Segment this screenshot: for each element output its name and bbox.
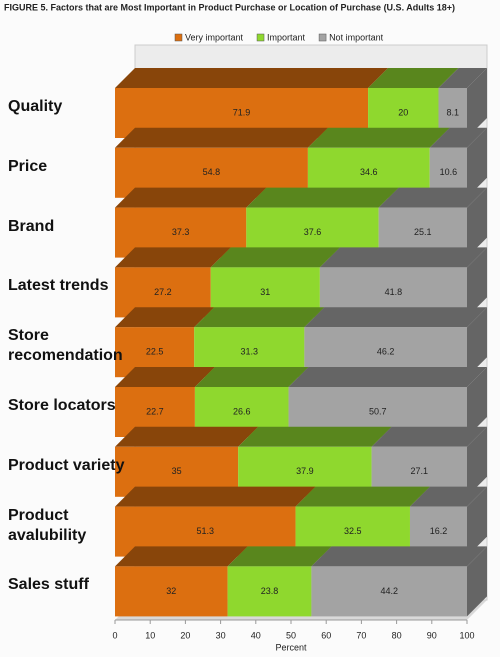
bar-side: [467, 187, 487, 258]
bar-top: [288, 367, 487, 387]
bar-top: [304, 307, 487, 328]
value-label: 23.8: [261, 586, 279, 596]
bar-top: [319, 247, 487, 268]
bar-side: [467, 367, 487, 437]
bar-top: [227, 546, 332, 567]
bar-top: [115, 68, 389, 88]
value-label: 35: [172, 466, 182, 476]
bar-top: [210, 247, 340, 268]
bar-top: [115, 187, 267, 208]
bar: [227, 566, 312, 617]
x-tick-label: 20: [180, 630, 190, 640]
bar-side: [467, 307, 487, 378]
value-label: 37.9: [296, 466, 314, 476]
bar-top: [438, 68, 487, 88]
value-label: 32.5: [344, 526, 362, 536]
value-label: 31.3: [241, 347, 259, 357]
category-label: Quality: [8, 98, 63, 115]
x-tick-label: 40: [251, 630, 261, 640]
value-label: 44.2: [380, 586, 398, 596]
bar: [311, 566, 467, 617]
bar-top: [368, 68, 459, 88]
value-label: 54.8: [203, 167, 221, 177]
bar-side: [467, 486, 487, 557]
legend-swatch: [318, 33, 327, 42]
x-tick-label: 80: [392, 630, 402, 640]
bar-top: [115, 127, 328, 148]
value-label: 27.1: [411, 466, 429, 476]
bar-top: [378, 187, 487, 208]
category-label: Brand: [8, 217, 55, 235]
value-label: 25.1: [414, 227, 432, 237]
legend-label: Important: [267, 32, 306, 42]
x-axis-label: Percent: [275, 642, 307, 652]
bar-top: [371, 426, 487, 447]
value-label: 31: [260, 287, 270, 297]
bar-side: [467, 68, 487, 138]
value-label: 22.7: [146, 406, 164, 416]
bar-side: [467, 127, 487, 198]
x-tick-label: 0: [112, 630, 117, 640]
category-label: Product variety: [8, 456, 125, 474]
value-label: 22.5: [146, 347, 164, 357]
bar-top: [115, 486, 316, 507]
value-label: 37.3: [172, 227, 190, 237]
value-label: 27.2: [154, 287, 172, 297]
bar-top: [295, 486, 430, 507]
bar-top: [115, 426, 259, 447]
chart-title: FIGURE 5. Factors that are Most Importan…: [4, 2, 455, 12]
value-label: 10.6: [440, 167, 458, 177]
bar-top: [194, 307, 325, 328]
bar-top: [115, 247, 231, 268]
value-label: 32: [166, 586, 176, 596]
category-label: Store locators: [8, 397, 116, 414]
value-label: 20: [398, 107, 408, 117]
value-label: 41.8: [385, 287, 403, 297]
value-label: 8.1: [446, 107, 459, 117]
bar-side: [467, 247, 487, 318]
value-label: 71.9: [233, 107, 251, 117]
value-label: 46.2: [377, 347, 395, 357]
legend-label: Not important: [329, 32, 384, 42]
bar-side: [467, 426, 487, 497]
value-label: 50.7: [369, 406, 387, 416]
category-label: Product avalubility: [8, 506, 87, 544]
value-label: 51.3: [197, 526, 215, 536]
bar-top: [307, 127, 450, 148]
value-label: 37.6: [304, 227, 322, 237]
bar-top: [429, 127, 487, 148]
x-tick-label: 30: [216, 630, 226, 640]
x-tick-label: 60: [321, 630, 331, 640]
bar-top: [409, 486, 487, 507]
x-tick-label: 90: [427, 630, 437, 640]
bar: [115, 566, 228, 617]
bar-top: [115, 367, 215, 387]
bar-top: [311, 546, 487, 567]
bar-side: [467, 546, 487, 617]
value-label: 34.6: [360, 167, 378, 177]
bar-top: [115, 546, 248, 567]
x-tick-label: 50: [286, 630, 296, 640]
x-tick-label: 70: [356, 630, 366, 640]
category-label: Price: [8, 157, 48, 175]
bar-top: [115, 307, 215, 328]
bar-top: [194, 367, 309, 387]
legend-swatch: [174, 33, 183, 42]
bar-top: [238, 426, 392, 447]
category-label: Store recomendation: [8, 327, 123, 365]
value-label: 16.2: [430, 526, 448, 536]
x-tick-label: 100: [459, 630, 474, 640]
legend-label: Very important: [185, 32, 244, 42]
bar-top: [246, 187, 399, 208]
x-tick-label: 10: [145, 630, 155, 640]
category-label: Sales stuff: [8, 576, 89, 594]
category-label: Latest trends: [8, 277, 109, 295]
value-label: 26.6: [233, 406, 251, 416]
legend-swatch: [256, 33, 265, 42]
